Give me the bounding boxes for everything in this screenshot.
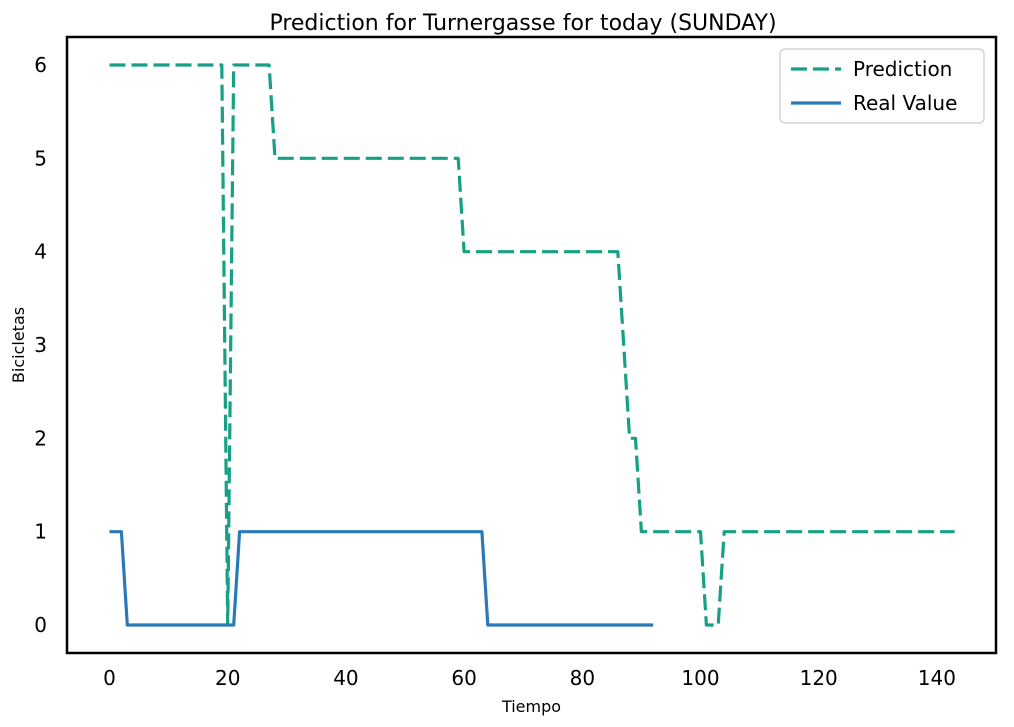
x-tick-label: 80 <box>570 666 595 690</box>
series-line-1 <box>109 63 955 627</box>
y-axis-label: Bicicletas <box>9 307 28 383</box>
x-tick-label: 120 <box>800 666 838 690</box>
y-tick-label: 6 <box>34 53 47 77</box>
y-tick-label: 3 <box>34 333 47 357</box>
x-tick-label: 60 <box>451 666 476 690</box>
series-line-2 <box>109 530 654 627</box>
y-tick-label: 5 <box>34 146 47 170</box>
x-tick-label: 140 <box>918 666 956 690</box>
x-tick-label: 40 <box>333 666 358 690</box>
legend-label: Prediction <box>853 57 952 81</box>
y-tick-label: 1 <box>34 520 47 544</box>
series-group <box>109 63 955 627</box>
chart-title: Prediction for Turnergasse for today (SU… <box>269 11 776 36</box>
legend: Prediction Real Value <box>779 48 985 124</box>
axis-ticks: 0 20 40 60 80 100 120 140 0 1 2 3 4 5 6 <box>34 53 956 690</box>
x-tick-label: 20 <box>215 666 240 690</box>
y-tick-label: 4 <box>34 240 47 264</box>
plot-area-frame <box>65 35 998 655</box>
x-tick-label: 0 <box>103 666 116 690</box>
x-tick-label: 100 <box>681 666 719 690</box>
x-axis-label: Tiempo <box>501 697 561 716</box>
legend-label: Real Value <box>853 91 957 115</box>
y-tick-label: 2 <box>34 426 47 450</box>
y-tick-label: 0 <box>34 613 47 637</box>
